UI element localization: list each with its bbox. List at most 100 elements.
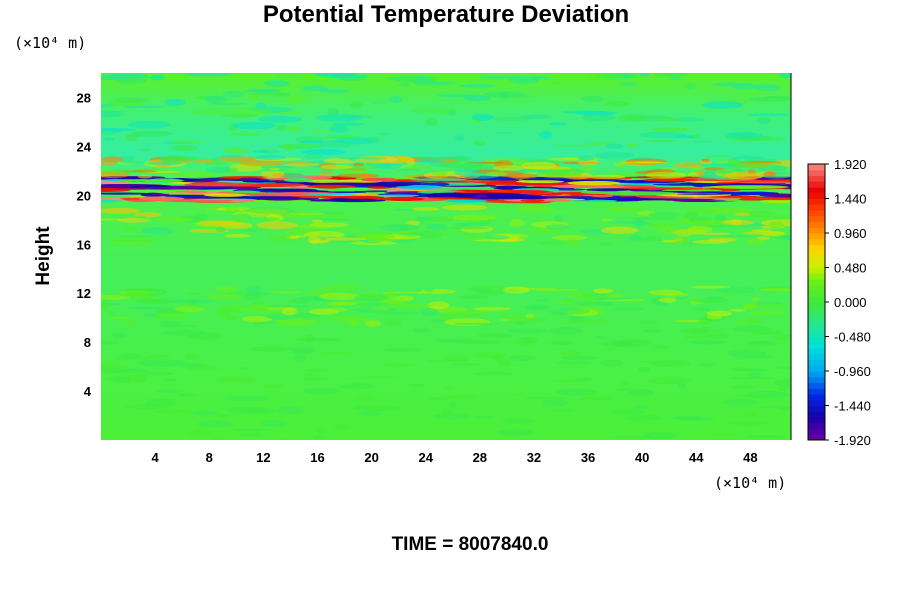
colorbar-tick-label: 1.440 xyxy=(834,192,867,207)
colorbar-band xyxy=(808,399,825,406)
field-patch xyxy=(149,194,222,197)
colorbar-band xyxy=(808,342,825,349)
field-patch xyxy=(277,125,288,129)
field-patch xyxy=(216,176,275,180)
field-patch xyxy=(101,196,132,199)
field-patch xyxy=(747,113,791,117)
field-patch xyxy=(513,393,525,396)
field-patch xyxy=(601,301,614,307)
field-patch xyxy=(759,199,791,204)
colorbar-band xyxy=(808,261,825,268)
x-tick-label: 36 xyxy=(581,450,595,465)
field-patch xyxy=(261,383,285,389)
field-patch xyxy=(178,393,195,397)
field-patch xyxy=(204,207,217,212)
field-patch xyxy=(385,363,415,367)
colorbar-band xyxy=(808,336,825,343)
colorbar-tick-label: 0.000 xyxy=(834,295,867,310)
field-patch xyxy=(758,288,791,292)
y-tick-label: 20 xyxy=(77,188,91,203)
field-patch xyxy=(359,173,372,179)
colorbar-band xyxy=(808,405,825,412)
field-patch xyxy=(473,307,512,311)
field-patch xyxy=(324,218,355,221)
field-patch xyxy=(379,196,425,202)
field-patch xyxy=(756,117,771,125)
field-patch xyxy=(117,217,150,223)
field-patch xyxy=(212,366,222,371)
field-patch xyxy=(500,91,510,99)
colorbar-band xyxy=(808,325,825,332)
field-patch xyxy=(589,174,626,180)
field-patch xyxy=(119,235,154,238)
field-patch xyxy=(656,226,678,234)
field-patch xyxy=(320,168,333,175)
field-patch xyxy=(628,388,655,397)
field-patch xyxy=(326,302,357,306)
field-patch xyxy=(661,240,677,243)
field-patch xyxy=(646,377,691,385)
field-patch xyxy=(164,98,186,107)
field-patch xyxy=(315,182,378,185)
field-patch xyxy=(718,235,757,238)
field-patch xyxy=(731,185,758,190)
field-patch xyxy=(706,310,733,317)
field-patch xyxy=(138,359,186,367)
field-patch xyxy=(643,236,663,242)
colorbar-band xyxy=(808,238,825,245)
field-patch xyxy=(137,148,152,152)
field-patch xyxy=(664,292,689,297)
field-patch xyxy=(581,113,616,122)
colorbar-band xyxy=(808,313,825,320)
field-patch xyxy=(425,223,448,231)
field-patch xyxy=(304,154,324,159)
field-patch xyxy=(618,340,627,347)
field-patch xyxy=(277,73,323,79)
field-patch xyxy=(252,301,271,310)
colorbar-band xyxy=(808,348,825,355)
field-patch xyxy=(149,187,200,190)
colorbar-band xyxy=(808,417,825,424)
field-patch xyxy=(357,302,382,307)
field-patch xyxy=(454,168,480,177)
colorbar-band xyxy=(808,169,825,176)
field-patch xyxy=(142,313,158,317)
field-patch xyxy=(471,113,494,121)
field-patch xyxy=(378,194,420,197)
field-patch xyxy=(728,162,771,168)
field-patch xyxy=(154,312,190,319)
field-patch xyxy=(107,310,116,316)
field-patch xyxy=(732,385,755,390)
field-patch xyxy=(574,377,594,382)
field-patch xyxy=(124,134,139,142)
field-patch xyxy=(550,408,576,412)
field-patch xyxy=(430,319,448,323)
field-patch xyxy=(160,324,198,328)
field-patch xyxy=(323,135,362,139)
colorbar-band xyxy=(808,279,825,286)
field-patch xyxy=(110,239,151,242)
field-patch xyxy=(549,308,591,315)
field-patch xyxy=(506,189,549,194)
field-patch xyxy=(328,125,349,133)
field-patch xyxy=(222,90,245,98)
field-patch xyxy=(318,352,354,356)
field-patch xyxy=(115,76,148,85)
field-patch xyxy=(560,350,582,358)
field-patch xyxy=(295,337,342,342)
field-patch xyxy=(325,237,368,241)
field-patch xyxy=(683,333,708,339)
field-patch xyxy=(386,303,433,308)
field-patch xyxy=(492,165,528,171)
field-patch xyxy=(632,221,653,226)
x-tick-label: 32 xyxy=(527,450,541,465)
field-patch xyxy=(458,222,488,228)
field-patch xyxy=(653,73,690,78)
colorbar-band xyxy=(808,164,825,171)
field-patch xyxy=(763,171,777,177)
field-patch xyxy=(101,128,137,132)
field-patch xyxy=(443,355,470,362)
x-tick-label: 16 xyxy=(310,450,324,465)
field-patch xyxy=(610,436,655,439)
field-patch xyxy=(375,132,393,136)
